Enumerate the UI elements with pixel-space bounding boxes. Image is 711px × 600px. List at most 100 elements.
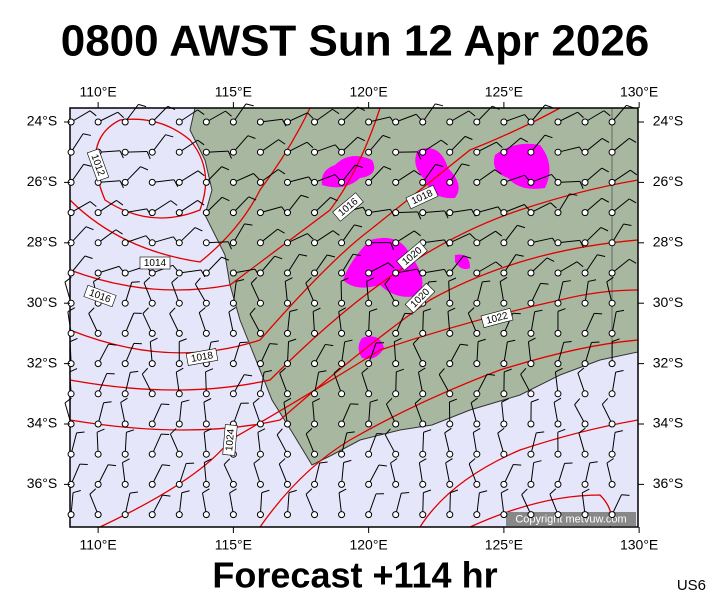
barb-staff (584, 167, 603, 183)
barb-staff (341, 432, 348, 455)
barb-staff (368, 433, 378, 455)
barb-staff (499, 281, 505, 304)
barb-station (175, 269, 183, 277)
barb-flag (354, 224, 363, 228)
barb-staff (611, 104, 627, 123)
barb-flag (413, 230, 421, 237)
barb-station (365, 209, 373, 217)
barb-flag (115, 229, 123, 235)
barb-flag (534, 309, 543, 313)
barb-staff (472, 432, 478, 455)
barb-flag (551, 174, 558, 181)
barb-staff (584, 313, 595, 334)
lat-label: 26°S (653, 173, 684, 189)
barb-flag (384, 428, 391, 436)
barb-station (446, 299, 454, 307)
barb-flag (413, 170, 421, 176)
barb-station (581, 148, 589, 156)
barb-staff (205, 256, 222, 274)
barb-station (446, 511, 454, 519)
barb-station (148, 239, 156, 247)
barb-staff (124, 312, 135, 334)
barb-station (311, 299, 319, 307)
barb-staff (175, 371, 180, 394)
barb-station (229, 269, 237, 277)
barb-staff (260, 169, 279, 183)
barb-staff (341, 253, 354, 274)
barb-flag (116, 199, 124, 206)
barb-flag (581, 488, 590, 494)
barb-station (365, 511, 373, 519)
barb-staff (124, 372, 131, 394)
barb-staff (584, 462, 591, 485)
barb-flag (181, 490, 190, 494)
barb-staff (368, 208, 391, 214)
barb-staff (64, 402, 72, 425)
barb-staff (232, 374, 245, 395)
barb-flag (210, 340, 219, 343)
barb-flag (544, 104, 553, 109)
barb-flag (414, 397, 422, 404)
barb-staff (260, 139, 279, 153)
barb-staff (384, 283, 397, 304)
barb-station (473, 329, 481, 337)
barb-flag (396, 368, 405, 373)
barb-station (365, 299, 373, 307)
isobar-label-group: 1024 (222, 424, 238, 456)
barb-station (202, 299, 210, 307)
barb-flag (352, 253, 361, 257)
barb-staff (287, 141, 308, 153)
barb-flag (117, 111, 125, 119)
barb-station (473, 118, 481, 126)
barb-staff (69, 341, 72, 364)
barb-flag (357, 106, 366, 112)
barb-staff (70, 133, 84, 153)
barb-staff (418, 462, 424, 485)
barb-station (311, 148, 319, 156)
barb-staff (503, 341, 508, 364)
barb-flag (344, 339, 353, 343)
barb-station (365, 178, 373, 186)
barb-flag (601, 197, 610, 203)
barb-flag (606, 458, 614, 464)
barb-flag (179, 338, 187, 343)
barb-station (229, 299, 237, 307)
barb-station (283, 209, 291, 217)
barb-flag (574, 398, 581, 405)
barb-staff (121, 462, 126, 485)
barb-flag (383, 165, 392, 170)
barb-staff (467, 312, 478, 334)
barb-staff (152, 179, 175, 183)
barb-station (338, 329, 346, 337)
barb-station (338, 148, 346, 156)
barb-staff (260, 206, 282, 214)
barb-station (365, 360, 373, 368)
barb-station (581, 360, 589, 368)
barb-flag (540, 282, 549, 285)
barb-flag (346, 431, 355, 434)
barb-staff (97, 111, 119, 123)
barb-staff (503, 225, 518, 244)
barb-station (311, 209, 319, 217)
barb-station (148, 511, 156, 519)
barb-station (608, 209, 616, 217)
barb-station (527, 390, 535, 398)
barb-staff (124, 104, 139, 123)
barb-staff (286, 341, 290, 364)
barb-station (365, 239, 373, 247)
barb-staff (259, 343, 271, 364)
barb-station (175, 420, 183, 428)
barb-station (554, 299, 562, 307)
barb-staff (169, 433, 180, 455)
barb-station (446, 480, 454, 488)
barb-station (581, 329, 589, 337)
barb-staff (557, 239, 580, 244)
lon-label: 125°E (485, 84, 523, 100)
barb-staff (70, 110, 91, 123)
barb-staff (233, 196, 250, 213)
isobar-label: 1014 (144, 258, 167, 269)
barb-station (256, 209, 264, 217)
barb-flag (334, 174, 341, 181)
isobar-label: 1024 (224, 428, 237, 452)
barb-station (121, 178, 129, 186)
